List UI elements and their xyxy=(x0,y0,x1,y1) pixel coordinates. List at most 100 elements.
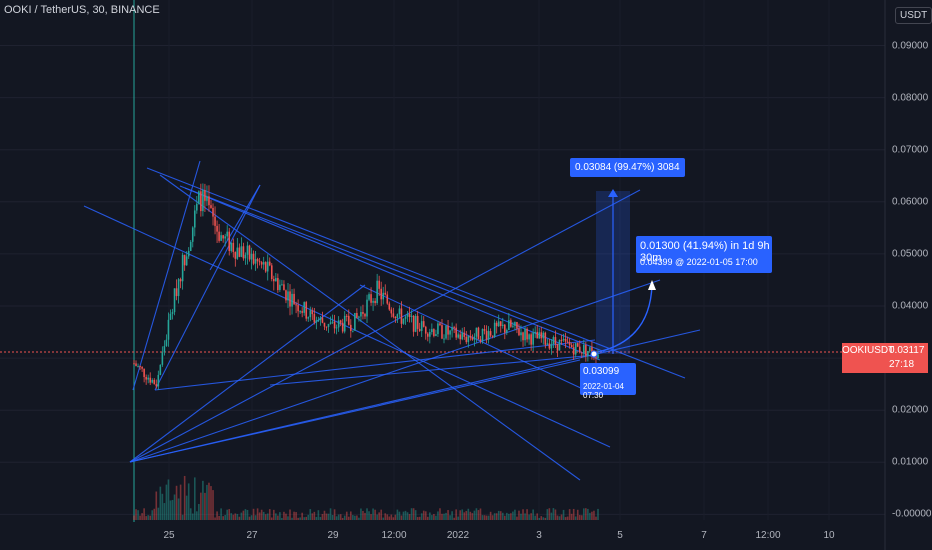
volume-bar xyxy=(512,511,514,520)
volume-bar xyxy=(337,514,340,520)
volume-bar xyxy=(489,511,492,520)
volume-bar xyxy=(554,509,557,520)
volume-bar xyxy=(173,494,176,520)
volume-bar xyxy=(574,516,577,520)
volume-bar xyxy=(147,515,149,520)
volume-bar xyxy=(453,517,455,520)
candle-body xyxy=(319,317,322,321)
volume-bar xyxy=(175,485,178,520)
volume-bar xyxy=(155,491,158,520)
target-label[interactable]: 0.01300 (41.94%) in 1d 9h 30m 0.04399 @ … xyxy=(636,236,772,273)
candle-body xyxy=(380,288,382,300)
candle-body xyxy=(329,322,332,324)
volume-bar xyxy=(499,511,502,520)
volume-bar xyxy=(350,511,352,520)
volume-bar xyxy=(275,513,277,520)
candle-body xyxy=(293,293,295,305)
symbol-title: OOKI / TetherUS, 30, BINANCE xyxy=(4,4,160,16)
candle-body xyxy=(299,311,301,313)
volume-bar xyxy=(360,508,362,520)
volume-bar xyxy=(501,512,504,520)
volume-bar xyxy=(471,513,474,520)
candle-body xyxy=(189,241,192,252)
volume-bar xyxy=(167,479,170,520)
low-label[interactable]: 0.03099 2022-01-04 07:30 xyxy=(580,363,636,400)
volume-bar xyxy=(301,512,303,520)
range-label[interactable]: 0.03084 (99.47%) 3084 xyxy=(570,158,685,177)
x-tick-label: 10 xyxy=(823,530,835,541)
target-arrow xyxy=(597,284,653,353)
volume-bar xyxy=(597,508,599,520)
volume-bar xyxy=(218,515,220,520)
candle-body xyxy=(161,352,164,365)
volume-bar xyxy=(333,509,336,520)
candle-body xyxy=(244,254,247,259)
volume-bar xyxy=(356,515,358,520)
volume-bar xyxy=(279,512,281,520)
candle-body xyxy=(374,300,376,304)
volume-bar xyxy=(516,516,518,520)
volume-bar xyxy=(317,510,320,520)
currency-button[interactable]: USDT xyxy=(895,7,932,24)
candle-body xyxy=(250,253,253,260)
volume-bar xyxy=(139,515,141,520)
volume-bar xyxy=(412,508,415,520)
candle-body xyxy=(558,339,561,351)
x-tick-label: 27 xyxy=(246,530,258,541)
volume-bar xyxy=(467,508,470,520)
candle-body xyxy=(416,315,419,329)
volume-bar xyxy=(420,513,423,520)
candle-body xyxy=(327,323,330,327)
volume-bar xyxy=(358,517,360,520)
volume-bar xyxy=(268,509,271,520)
candle-body xyxy=(254,259,257,264)
volume-bar xyxy=(426,516,429,520)
trend-line xyxy=(154,184,261,391)
volume-bar xyxy=(433,514,435,520)
volume-bar xyxy=(449,515,451,520)
volume-bar xyxy=(242,510,245,520)
x-tick-label: 2022 xyxy=(446,530,470,541)
target-line-1: 0.01300 (41.94%) in 1d 9h 30m xyxy=(640,240,770,264)
volume-bar xyxy=(589,512,591,520)
volume-bar xyxy=(524,513,526,520)
volume-bar xyxy=(291,517,293,520)
candle-body xyxy=(583,345,585,354)
candle-body xyxy=(350,324,352,332)
y-tick-label: 0.01000 xyxy=(892,456,929,468)
volume-bar xyxy=(477,510,480,520)
volume-bar xyxy=(394,514,397,520)
volume-bar xyxy=(281,517,283,520)
trend-line xyxy=(83,205,611,448)
volume-bar xyxy=(189,508,192,520)
volume-bar xyxy=(540,516,543,520)
candle-body xyxy=(499,321,502,327)
volume-bar xyxy=(273,509,275,520)
candle-body xyxy=(317,320,320,322)
candle-body xyxy=(291,293,293,307)
volume-bar xyxy=(374,509,376,520)
candle-body xyxy=(232,242,235,253)
candle-body xyxy=(506,330,508,333)
volume-bar xyxy=(208,482,210,520)
volume-bar xyxy=(244,509,247,520)
trend-line xyxy=(159,174,581,481)
trend-line xyxy=(129,189,641,463)
volume-bar xyxy=(558,516,561,520)
candle-body xyxy=(447,325,449,335)
candle-body xyxy=(155,384,158,387)
candle-body xyxy=(408,313,411,317)
candle-body xyxy=(297,305,299,312)
candle-body xyxy=(222,235,224,239)
candle-body xyxy=(566,341,569,343)
volume-bar xyxy=(416,517,419,520)
trend-line xyxy=(269,354,596,386)
volume-bar xyxy=(495,513,498,520)
volume-bar xyxy=(311,513,314,520)
volume-bar xyxy=(392,517,395,520)
candle-body xyxy=(262,262,265,265)
volume-bar xyxy=(424,511,427,520)
volume-bar xyxy=(297,517,299,520)
candle-body xyxy=(165,339,168,346)
